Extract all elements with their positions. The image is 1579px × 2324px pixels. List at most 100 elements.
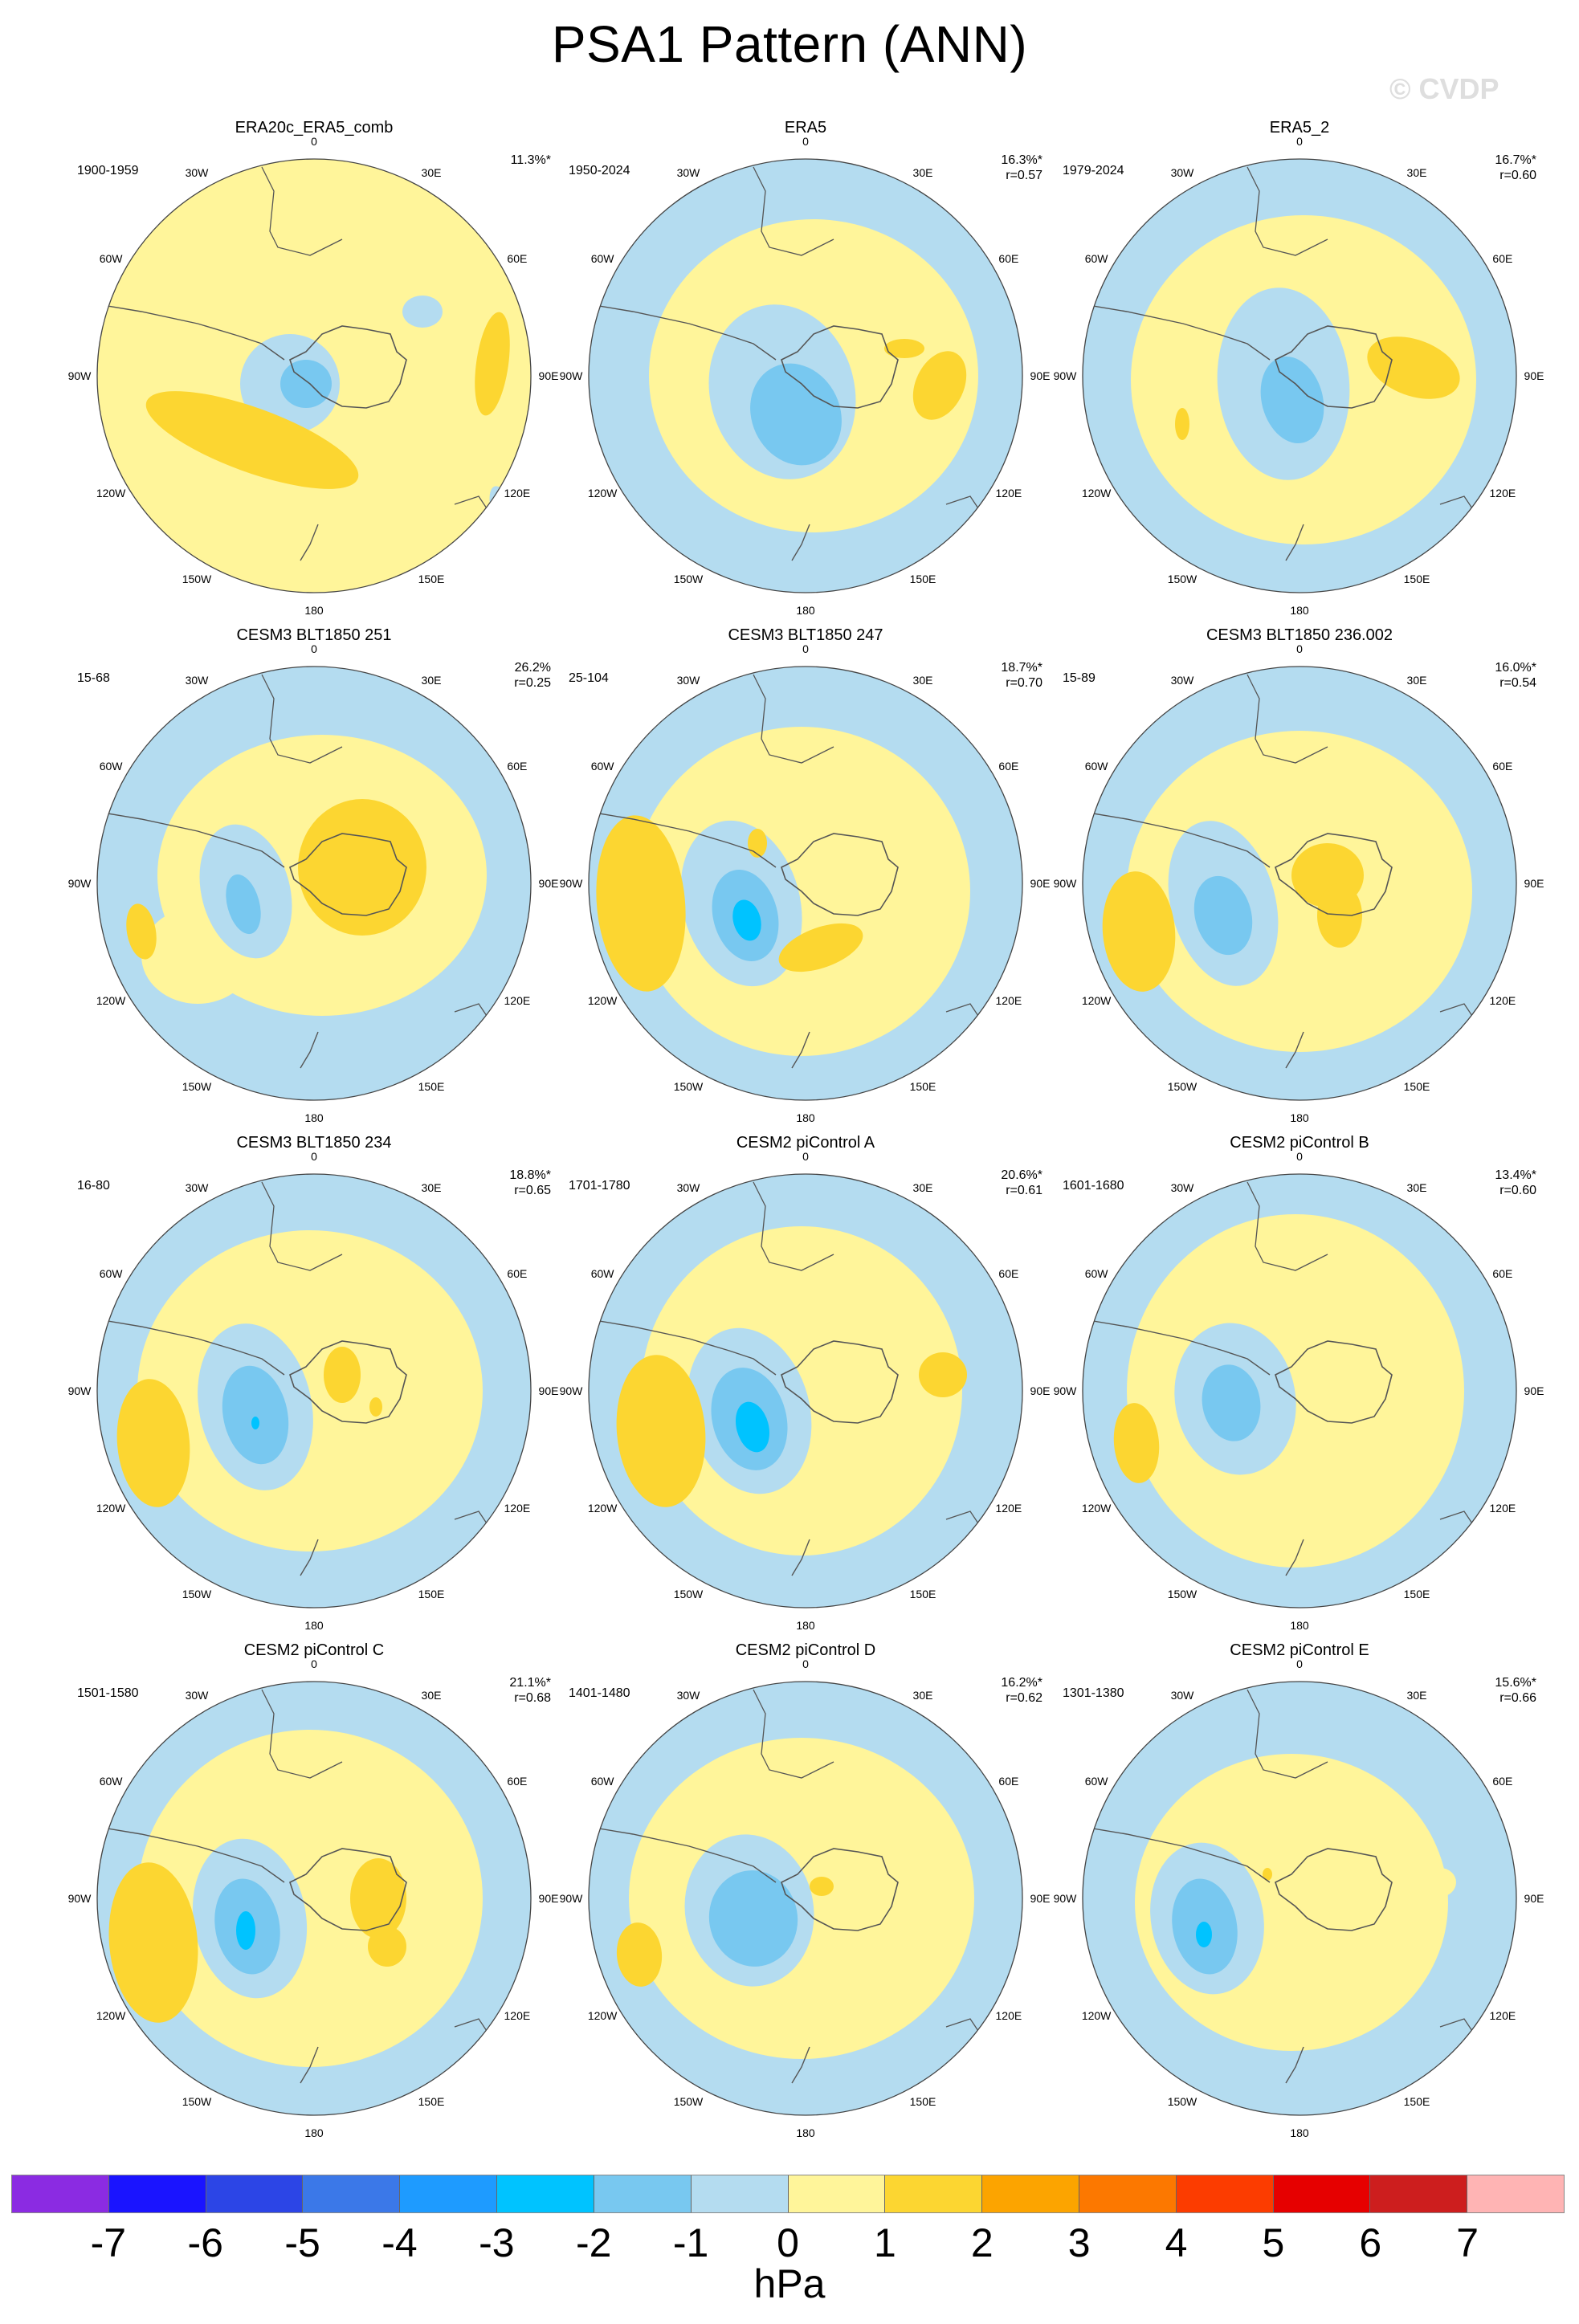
pattern-correlation: r=0.62 xyxy=(1006,1691,1042,1705)
longitude-label: 120E xyxy=(1490,1502,1516,1515)
longitude-label: 60E xyxy=(1492,1267,1512,1280)
south-america-coastline xyxy=(97,810,285,868)
longitude-label: 120E xyxy=(504,994,531,1007)
panel-title: CESM3 BLT1850 234 xyxy=(236,1134,392,1152)
longitude-label: 180 xyxy=(796,1619,815,1632)
map-panel: CESM2 piControl A 0 30E 60E 90E 120E 150E 180 15… xyxy=(560,1134,1051,1632)
colorbar xyxy=(11,2175,1565,2213)
south-america-coastline xyxy=(97,1825,285,1883)
positive-region xyxy=(126,903,157,960)
variance-stats: 16.3%* r=0.57 xyxy=(1001,153,1042,183)
longitude-label: 90E xyxy=(1030,1892,1051,1905)
map-border xyxy=(588,1681,1023,2116)
longitude-label: 30W xyxy=(186,166,210,179)
polar-map: 0 30E 60E 90E 120E 150E 180 150W 120W 90W 60W 30W xyxy=(68,135,559,617)
positive-region xyxy=(116,1379,190,1507)
colorbar-tick-label: -1 xyxy=(672,2220,709,2265)
positive-region xyxy=(616,1355,706,1507)
longitude-label: 120W xyxy=(96,994,126,1007)
new-zealand-coastline xyxy=(1285,1539,1304,1576)
longitude-label: 30W xyxy=(1171,1689,1195,1702)
antarctica-coastline xyxy=(289,833,407,916)
longitude-label: 120W xyxy=(588,1502,618,1515)
longitude-label: 0 xyxy=(802,135,809,148)
polar-map: 0 30E 60E 90E 120E 150E 180 150W 120W 90W 60W 30W xyxy=(560,135,1051,617)
colorbar-swatch xyxy=(303,2175,401,2212)
colorbar-tick-label: 5 xyxy=(1262,2220,1285,2265)
variance-stats: 18.7%* r=0.70 xyxy=(1001,660,1042,691)
africa-coastline xyxy=(261,1181,343,1271)
panel-title: CESM2 piControl B xyxy=(1230,1134,1369,1152)
africa-coastline xyxy=(1246,1689,1328,1779)
variance-percent: 15.6%* xyxy=(1495,1676,1536,1690)
longitude-label: 120E xyxy=(996,487,1022,499)
variance-percent: 11.3%* xyxy=(510,153,551,167)
year-range: 1701-1780 xyxy=(569,1179,630,1193)
longitude-label: 0 xyxy=(311,642,317,655)
polar-map: 0 30E 60E 90E 120E 150E 180 150W 120W 90W 60W 30W xyxy=(68,1150,559,1632)
longitude-label: 30E xyxy=(422,166,442,179)
longitude-label: 30W xyxy=(186,674,210,687)
polar-map: 0 30E 60E 90E 120E 150E 180 150W 120W 90W 60W 30W xyxy=(1054,135,1544,617)
map-panel: CESM2 piControl B 0 30E 60E 90E 120E 150E 180 15… xyxy=(1054,1134,1544,1632)
map-border xyxy=(588,158,1023,593)
longitude-label: 60W xyxy=(100,1267,124,1280)
longitude-label: 120W xyxy=(1082,994,1112,1007)
map-panel: CESM3 BLT1850 234 0 30E 60E 90E 120E 150E 180 15… xyxy=(68,1134,559,1632)
variance-stats: 16.2%* r=0.62 xyxy=(1001,1675,1042,1706)
south-america-coastline xyxy=(1083,1825,1271,1883)
longitude-label: 60E xyxy=(998,1775,1018,1788)
map-panel: CESM3 BLT1850 251 0 30E 60E 90E 120E 150E 180 15… xyxy=(68,626,559,1124)
africa-coastline xyxy=(1246,674,1328,764)
longitude-label: 180 xyxy=(1290,604,1309,617)
longitude-label: 30E xyxy=(1407,166,1427,179)
colorbar-tick-label: -7 xyxy=(90,2220,127,2265)
longitude-label: 180 xyxy=(796,604,815,617)
longitude-label: 30E xyxy=(913,1689,933,1702)
negative-region xyxy=(402,296,443,328)
positive-region xyxy=(324,1347,361,1403)
longitude-label: 30W xyxy=(186,1181,210,1194)
longitude-label: 30E xyxy=(422,1689,442,1702)
longitude-label: 90E xyxy=(539,1384,559,1397)
longitude-label: 150E xyxy=(1404,1588,1430,1600)
pattern-correlation: r=0.60 xyxy=(1499,169,1536,182)
variance-stats: 26.2% r=0.25 xyxy=(514,660,551,691)
variance-percent: 18.7%* xyxy=(1001,661,1042,675)
negative-region xyxy=(236,1911,255,1950)
positive-region xyxy=(475,312,510,416)
africa-coastline xyxy=(261,1689,343,1779)
new-zealand-coastline xyxy=(300,2046,319,2084)
longitude-label: 90E xyxy=(1524,1892,1544,1905)
south-america-coastline xyxy=(97,1318,285,1376)
south-america-coastline xyxy=(589,810,777,868)
colorbar-swatch xyxy=(982,2175,1079,2212)
positive-region xyxy=(810,1877,834,1896)
variance-stats: 18.8%* r=0.65 xyxy=(509,1168,551,1198)
south-america-coastline xyxy=(589,1318,777,1376)
longitude-label: 150W xyxy=(1168,1080,1198,1093)
longitude-label: 120W xyxy=(588,994,618,1007)
positive-region xyxy=(1175,408,1189,440)
colorbar-swatch xyxy=(1079,2175,1177,2212)
year-range: 1501-1580 xyxy=(77,1686,139,1700)
longitude-label: 30E xyxy=(913,166,933,179)
south-america-coastline xyxy=(1083,810,1271,868)
map-panel: ERA20c_ERA5_comb 0 30E 60E 90E 120E 150E 180 150… xyxy=(68,119,559,617)
new-zealand-coastline xyxy=(1285,1031,1304,1069)
positive-region xyxy=(108,1862,198,2023)
colorbar-swatch xyxy=(1467,2175,1564,2212)
colorbar-tick-label: 1 xyxy=(873,2220,896,2265)
longitude-label: 60E xyxy=(507,1775,527,1788)
map-border xyxy=(1082,158,1517,593)
polar-map: 0 30E 60E 90E 120E 150E 180 150W 120W 90W 60W 30W xyxy=(560,642,1051,1124)
new-zealand-coastline xyxy=(791,1539,810,1576)
longitude-label: 150E xyxy=(418,1588,445,1600)
longitude-label: 150E xyxy=(418,2095,445,2108)
positive-region xyxy=(1263,1868,1272,1881)
longitude-label: 30W xyxy=(1171,1181,1195,1194)
longitude-label: 60E xyxy=(1492,252,1512,265)
longitude-label: 120W xyxy=(588,487,618,499)
panel-title: CESM2 piControl A xyxy=(736,1134,875,1152)
